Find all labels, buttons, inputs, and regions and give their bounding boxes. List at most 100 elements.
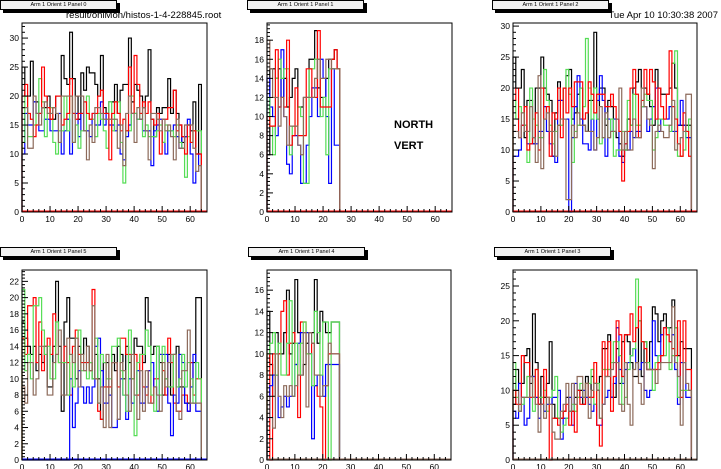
y-tick-label: 14 [255,73,265,83]
histogram-panel-1: 0 10 20 30 40 50 60 0 2 4 6 8 10 12 14 16 18 [255,22,453,224]
y-tick-label: 18 [10,309,20,319]
series-red [512,306,693,461]
y-tick-label: 18 [255,35,265,45]
x-tick-label: 30 [101,462,111,469]
y-tick-label: 12 [255,92,265,102]
series-brown [21,305,202,460]
x-tick-label: 20 [564,214,574,224]
x-tick-label: 10 [536,214,546,224]
y-tick-label: 2 [259,188,264,198]
x-tick-label: 0 [265,462,270,469]
x-tick-label: 0 [511,462,516,469]
x-tick-label: 0 [20,214,25,224]
y-tick-label: 20 [501,316,511,326]
y-tick-label: 10 [255,112,265,122]
series-brown [512,75,693,212]
x-tick-label: 20 [564,462,574,469]
y-tick-label: 0 [259,455,264,465]
y-tick-label: 10 [501,145,511,155]
label-vert: VERT [394,140,424,152]
y-tick-label: 10 [10,374,20,384]
y-tick-label: 16 [255,285,265,295]
y-tick-label: 0 [505,455,510,465]
x-tick-label: 0 [511,214,516,224]
y-tick-label: 25 [501,52,511,62]
panel-title-3: Arm 1 Orient 1 Panel 3 [494,247,611,257]
histogram-panel-4: 0 10 20 30 40 50 60 0 2 4 6 8 10 12 14 16 [255,269,452,469]
y-tick-label: 0 [505,207,510,217]
series-brown [266,39,341,212]
y-tick-label: 30 [10,33,20,43]
y-tick-label: 6 [14,406,19,416]
y-tick-label: 20 [10,91,20,101]
x-tick-label: 0 [20,462,25,469]
y-tick-label: 6 [259,391,264,401]
x-tick-label: 60 [430,462,440,469]
x-tick-label: 50 [157,462,167,469]
y-tick-label: 5 [14,178,19,188]
x-tick-label: 10 [45,214,55,224]
x-tick-label: 40 [620,462,630,469]
x-tick-label: 30 [101,214,111,224]
plot-frame [512,22,698,213]
plot-frame [512,269,698,461]
y-tick-label: 15 [10,120,20,130]
series-brown [21,95,202,212]
series-red [21,54,202,212]
y-tick-label: 20 [501,83,511,93]
x-tick-label: 60 [676,214,686,224]
series-green [512,278,693,460]
y-tick-label: 10 [255,349,265,359]
x-tick-label: 10 [290,214,300,224]
x-tick-label: 0 [265,214,270,224]
y-tick-label: 6 [259,150,264,160]
y-tick-label: 14 [10,341,20,351]
plot-frame [266,22,453,213]
x-tick-label: 50 [157,214,167,224]
y-tick-label: 15 [501,351,511,361]
y-tick-label: 5 [505,420,510,430]
y-tick-label: 2 [259,434,264,444]
y-tick-label: 0 [14,455,19,465]
x-tick-label: 20 [318,462,328,469]
x-tick-label: 30 [346,214,356,224]
x-tick-label: 40 [620,214,630,224]
y-tick-label: 8 [259,370,264,380]
series-green [266,58,341,212]
y-tick-label: 12 [255,328,265,338]
y-tick-label: 2 [14,439,19,449]
panel-title-2: Arm 1 Orient 1 Panel 2 [492,0,609,10]
y-tick-label: 8 [259,131,264,141]
x-tick-label: 40 [374,462,384,469]
y-tick-label: 16 [10,325,20,335]
x-tick-label: 30 [346,462,356,469]
x-tick-label: 10 [290,462,300,469]
histogram-panel-2: 0 10 20 30 40 50 60 0 5 10 15 20 25 30 [501,21,698,224]
plot-frame [21,269,208,461]
y-tick-label: 20 [10,293,20,303]
x-tick-label: 20 [73,214,83,224]
timestamp: Tue Apr 10 10:30:38 2007 [608,10,718,21]
y-tick-label: 0 [14,207,19,217]
panel-title-5: Arm 1 Orient 1 Panel 5 [0,247,117,257]
y-tick-label: 4 [14,423,19,433]
y-tick-label: 30 [501,21,511,31]
plot-frame [21,22,208,213]
x-tick-label: 20 [318,214,328,224]
y-tick-label: 16 [255,54,265,64]
y-tick-label: 25 [501,281,511,291]
panel-title-4: Arm 1 Orient 1 Panel 4 [248,247,365,257]
x-tick-label: 40 [129,462,139,469]
x-tick-label: 60 [185,214,195,224]
y-tick-label: 10 [501,385,511,395]
x-tick-label: 40 [374,214,384,224]
file-title: result/onlMon/histos-1-4-228845.root [66,10,222,21]
y-tick-label: 22 [10,276,20,286]
histogram-panel-3: 0 10 20 30 40 50 60 0 2 4 6 8 10 12 14 16 18 20 22 [10,269,208,469]
y-tick-label: 5 [505,176,510,186]
x-tick-label: 30 [592,462,602,469]
y-tick-label: 10 [10,149,20,159]
x-tick-label: 50 [648,214,658,224]
label-north: NORTH [394,119,434,131]
